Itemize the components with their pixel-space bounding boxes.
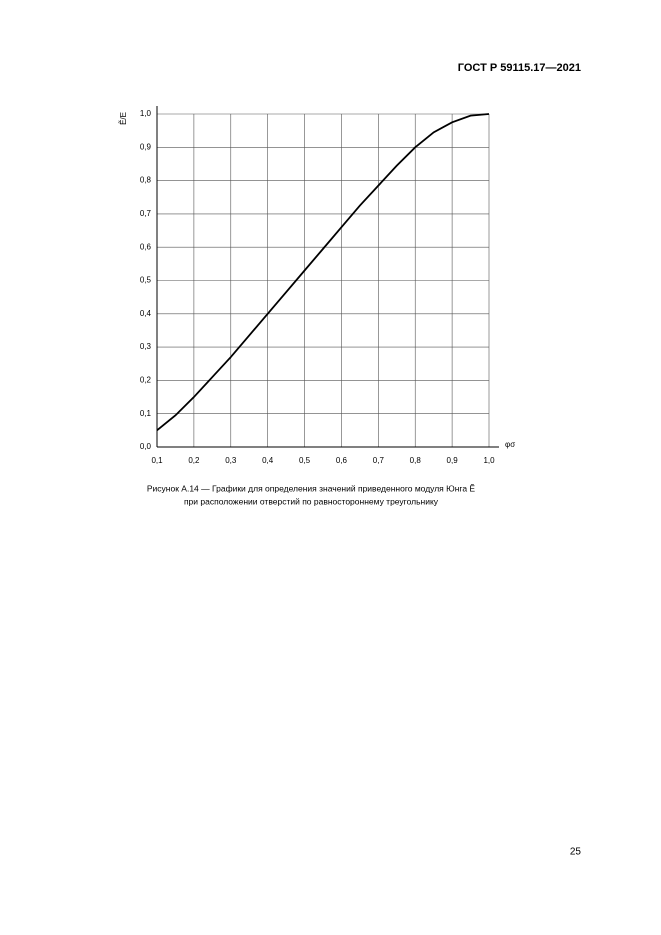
y-tick-label: 1,0 xyxy=(140,109,152,118)
y-tick-label: 0,3 xyxy=(140,342,152,351)
x-tick-label: 0,9 xyxy=(447,456,459,465)
x-tick-label: 0,5 xyxy=(299,456,311,465)
curve xyxy=(156,113,490,432)
x-tick-label: 0,4 xyxy=(262,456,274,465)
page-number: 25 xyxy=(570,847,582,858)
y-tick-label: 0,0 xyxy=(140,442,152,451)
x-tick-label: 1,0 xyxy=(483,456,495,465)
y-tick-label: 0,9 xyxy=(140,142,152,151)
caption-line: Рисунок А.14 — Графики для определения з… xyxy=(147,483,476,493)
x-tick-label: 0,7 xyxy=(373,456,385,465)
x-axis-label: φσ xyxy=(505,440,515,449)
x-tick-label: 0,6 xyxy=(336,456,348,465)
y-axis-label: Ẽ/E xyxy=(119,112,128,125)
x-tick-label: 0,2 xyxy=(188,456,200,465)
y-tick-label: 0,7 xyxy=(140,209,152,218)
y-tick-label: 0,4 xyxy=(140,309,152,318)
x-tick-label: 0,1 xyxy=(151,456,163,465)
y-tick-label: 0,1 xyxy=(140,409,152,418)
y-tick-label: 0,5 xyxy=(140,276,152,285)
y-tick-label: 0,6 xyxy=(140,242,152,251)
x-tick-label: 0,8 xyxy=(410,456,422,465)
header-code: ГОСТ Р 59115.17—2021 xyxy=(458,62,581,74)
y-tick-label: 0,8 xyxy=(140,176,152,185)
caption-line: при расположении отверстий по равносторо… xyxy=(184,496,439,506)
x-tick-label: 0,3 xyxy=(225,456,237,465)
y-tick-label: 0,2 xyxy=(140,376,152,385)
